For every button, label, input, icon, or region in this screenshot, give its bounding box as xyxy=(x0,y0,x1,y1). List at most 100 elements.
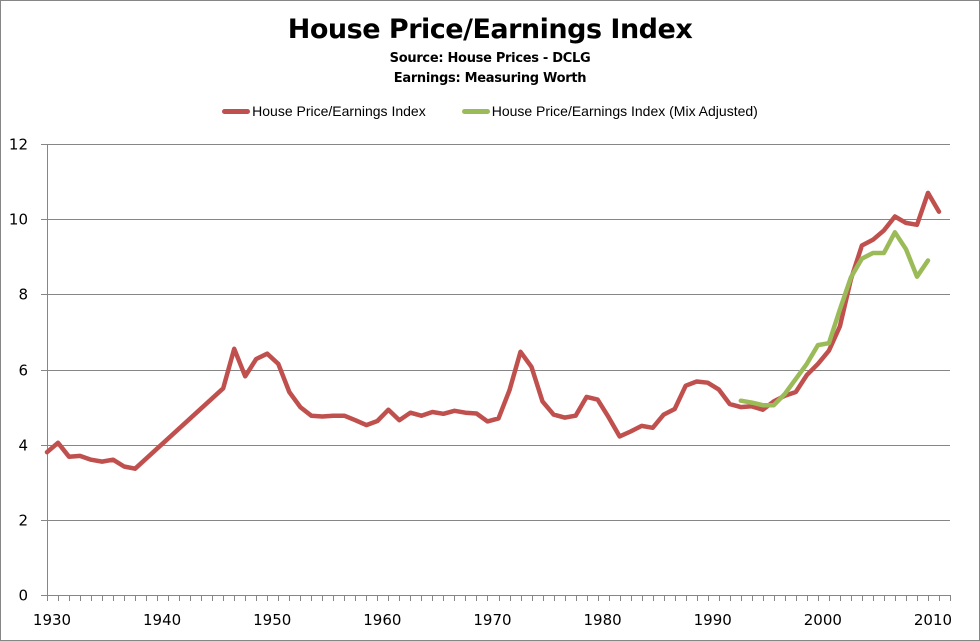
y-tick-label: 2 xyxy=(18,512,28,530)
data-point xyxy=(397,418,401,422)
data-point xyxy=(761,408,765,412)
x-tick-label: 1970 xyxy=(473,611,511,629)
x-tick-label: 1930 xyxy=(33,611,71,629)
data-point xyxy=(893,215,897,219)
data-point xyxy=(541,399,545,403)
data-point xyxy=(629,430,633,434)
x-tick-label: 1960 xyxy=(363,611,401,629)
data-point xyxy=(474,411,478,415)
data-point xyxy=(463,411,467,415)
data-point xyxy=(298,405,302,409)
data-point xyxy=(243,374,247,378)
y-tick-label: 8 xyxy=(18,286,28,304)
legend-label: House Price/Earnings Index xyxy=(252,103,426,119)
data-point xyxy=(849,275,853,279)
gridlines xyxy=(47,144,950,521)
data-point xyxy=(816,343,820,347)
legend: House Price/Earnings Index House Price/E… xyxy=(0,103,980,119)
data-point xyxy=(287,390,291,394)
data-point xyxy=(772,403,776,407)
data-point xyxy=(651,426,655,430)
data-point xyxy=(342,414,346,418)
x-tick-label: 1980 xyxy=(584,611,622,629)
series-lines xyxy=(44,190,942,471)
data-point xyxy=(816,362,820,366)
x-tick-label: 2000 xyxy=(804,611,842,629)
data-point xyxy=(45,450,49,454)
legend-swatch-red xyxy=(222,108,251,114)
data-point xyxy=(871,238,875,242)
x-tick-label: 2010 xyxy=(914,611,952,629)
data-point xyxy=(673,407,677,411)
data-point xyxy=(662,413,666,417)
data-point xyxy=(871,251,875,255)
data-point xyxy=(386,408,390,412)
data-point xyxy=(67,455,71,459)
chart-subtitle-source: Source: House Prices - DCLG xyxy=(389,51,591,66)
x-tick-label: 1940 xyxy=(143,611,181,629)
data-point xyxy=(111,458,115,462)
data-point xyxy=(915,275,919,279)
data-point xyxy=(133,467,137,471)
axes xyxy=(47,144,950,596)
data-point xyxy=(452,409,456,413)
data-point xyxy=(508,388,512,392)
legend-swatch-green xyxy=(461,108,490,114)
y-tick-label: 6 xyxy=(18,362,28,380)
data-point xyxy=(100,460,104,464)
data-point xyxy=(563,416,567,420)
data-point xyxy=(717,387,721,391)
data-point xyxy=(430,410,434,414)
data-point xyxy=(497,416,501,420)
data-point xyxy=(695,380,699,384)
data-point xyxy=(783,392,787,396)
x-axis-ticks: 1930 1940 1950 1960 1970 1980 1990 2000 2010 xyxy=(33,595,952,629)
data-point xyxy=(827,349,831,353)
data-point xyxy=(221,386,225,390)
data-point xyxy=(640,424,644,428)
data-point xyxy=(860,257,864,261)
legend-item-house-price-earnings[interactable]: House Price/Earnings Index xyxy=(222,103,426,119)
data-point xyxy=(728,402,732,406)
data-point xyxy=(827,341,831,345)
data-point xyxy=(89,458,93,462)
data-point xyxy=(915,223,919,227)
data-point xyxy=(574,414,578,418)
data-point xyxy=(739,405,743,409)
legend-item-mix-adjusted[interactable]: House Price/Earnings Index (Mix Adjusted… xyxy=(461,103,758,119)
data-point xyxy=(552,413,556,417)
data-point xyxy=(794,377,798,381)
data-point xyxy=(122,464,126,468)
y-tick-label: 12 xyxy=(9,136,28,154)
data-point xyxy=(750,401,754,405)
data-point xyxy=(794,390,798,394)
data-point xyxy=(926,259,930,263)
data-point xyxy=(904,221,908,225)
series-line-mix-adjusted xyxy=(738,230,931,408)
data-point xyxy=(838,324,842,328)
data-point xyxy=(684,384,688,388)
data-point xyxy=(232,347,236,351)
data-point xyxy=(860,243,864,247)
y-axis-ticks: 0 2 4 6 8 10 12 xyxy=(9,136,47,605)
data-point xyxy=(596,398,600,402)
y-tick-label: 10 xyxy=(9,211,28,229)
data-point xyxy=(254,357,258,361)
data-point xyxy=(56,441,60,445)
data-point xyxy=(882,251,886,255)
y-tick-label: 0 xyxy=(18,587,28,605)
data-point xyxy=(519,350,523,354)
data-point xyxy=(585,395,589,399)
data-point xyxy=(353,418,357,422)
data-point xyxy=(838,307,842,311)
x-tick-label: 1950 xyxy=(253,611,291,629)
y-tick-label: 4 xyxy=(18,437,28,455)
data-point xyxy=(926,191,930,195)
data-point xyxy=(309,414,313,418)
data-point xyxy=(739,399,743,403)
data-point xyxy=(607,415,611,419)
data-point xyxy=(276,362,280,366)
data-point xyxy=(78,454,82,458)
